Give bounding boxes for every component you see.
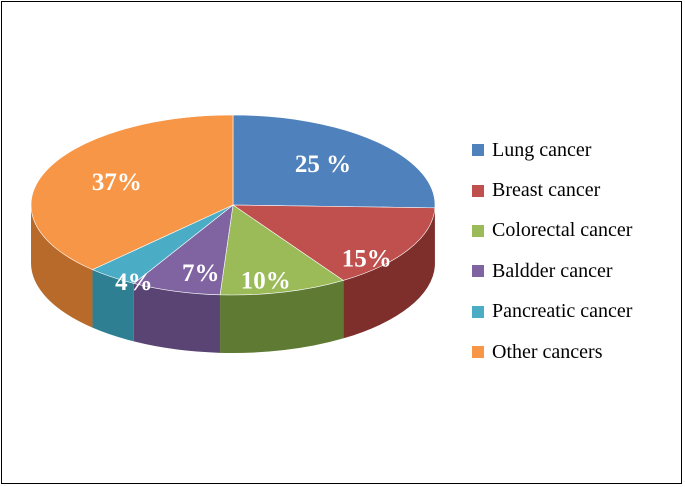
legend: Lung cancer Breast cancer Colorectal can… — [472, 130, 677, 372]
legend-swatch-colorectal — [472, 224, 484, 237]
slice-side-pancreatic — [92, 269, 134, 342]
pie-slices — [30, 114, 436, 296]
slice-side-breast — [343, 207, 435, 339]
legend-item-breast: Breast cancer — [472, 170, 677, 210]
slice-colorectal — [219, 204, 344, 296]
legend-label-pancreatic: Pancreatic cancer — [492, 300, 633, 323]
legend-swatch-other — [472, 346, 484, 359]
data-label-pancreatic: 4% — [115, 269, 153, 296]
slice-other — [30, 114, 234, 270]
legend-item-lung: Lung cancer — [472, 130, 677, 170]
data-label-other: 37% — [92, 169, 142, 196]
legend-label-colorectal: Colorectal cancer — [492, 219, 633, 242]
legend-item-other: Other cancers — [472, 332, 677, 372]
legend-swatch-pancreatic — [472, 305, 484, 318]
data-label-colorectal: 10% — [241, 267, 291, 294]
legend-item-pancreatic: Pancreatic cancer — [472, 292, 677, 332]
slice-side-other — [30, 205, 93, 328]
data-label-bladder: 7% — [182, 260, 220, 287]
legend-swatch-bladder — [472, 265, 484, 278]
legend-item-colorectal: Colorectal cancer — [472, 211, 677, 251]
slice-lung — [232, 114, 436, 209]
legend-label-bladder: Baldder cancer — [492, 259, 613, 282]
slice-side-bladder — [133, 283, 221, 353]
pie-sides — [30, 205, 436, 354]
legend-label-breast: Breast cancer — [492, 179, 601, 202]
legend-label-lung: Lung cancer — [492, 138, 592, 161]
legend-swatch-lung — [472, 144, 484, 157]
data-label-lung: 25 % — [295, 151, 351, 178]
pie-data-labels: 25 % 15% 10% 7% 4% 37% — [92, 151, 392, 296]
legend-item-bladder: Baldder cancer — [472, 251, 677, 291]
slice-breast — [232, 204, 436, 281]
slice-side-colorectal — [220, 280, 344, 354]
legend-swatch-breast — [472, 184, 484, 197]
legend-label-other: Other cancers — [492, 340, 603, 363]
data-label-breast: 15% — [342, 245, 392, 272]
